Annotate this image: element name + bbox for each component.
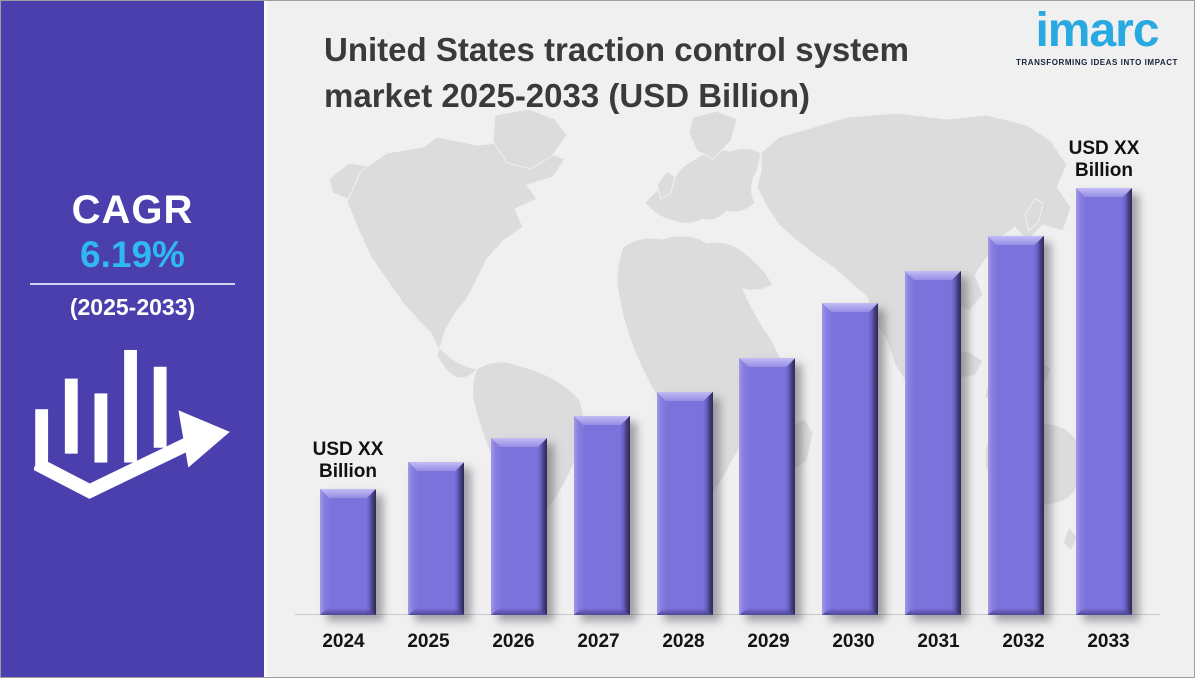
year-label-2030: 2030	[832, 631, 875, 652]
world-map-background	[328, 108, 1086, 555]
bars-plot: USD XX Billion USD XX Billion	[301, 55, 1151, 615]
year-label-2024: 2024	[322, 631, 365, 652]
value-label-2033: USD XX Billion	[1068, 138, 1140, 181]
bar-column-2030	[809, 303, 892, 615]
chart-title: United States traction control system ma…	[324, 27, 984, 119]
imarc-logo-tagline: TRANSFORMING IDEAS INTO IMPACT	[1016, 58, 1178, 67]
bar-2029	[739, 358, 796, 615]
year-label-2025: 2025	[407, 631, 450, 652]
cagr-label: CAGR	[71, 188, 194, 232]
bar-column-2029	[726, 358, 809, 615]
bar-column-2025	[395, 462, 478, 615]
chart-title-line2: market 2025-2033 (USD Billion)	[324, 77, 811, 114]
bar-column-2031	[892, 271, 975, 615]
bar-column-2028	[643, 392, 726, 615]
bar-column-2027	[561, 416, 644, 615]
year-label-2029: 2029	[747, 631, 790, 652]
growth-chart-arrow-icon	[33, 349, 230, 499]
bar-column-2024: USD XX Billion	[301, 439, 395, 615]
x-axis-labels: 2024 2025 2026 2027 2028 2029 2030 2031 2032 2033	[301, 631, 1151, 653]
bar-2026	[491, 438, 548, 615]
divider	[30, 283, 235, 285]
year-label-2032: 2032	[1002, 631, 1045, 652]
bar-2028	[656, 392, 713, 615]
chart-title-line1: United States traction control system	[324, 31, 909, 68]
year-label-2026: 2026	[492, 631, 535, 652]
imarc-logo-wordmark: imarc	[1035, 4, 1159, 57]
year-label-2033: 2033	[1087, 631, 1130, 652]
bar-2025	[408, 462, 465, 615]
bar-2031	[904, 271, 961, 615]
year-label-2031: 2031	[917, 631, 960, 652]
x-axis-baseline	[295, 614, 1160, 615]
chart-area: United States traction control system ma…	[270, 1, 1194, 677]
cagr-panel: CAGR 6.19% (2025-2033)	[1, 1, 267, 677]
bar-column-2032	[974, 236, 1057, 615]
cagr-value: 6.19%	[80, 234, 185, 275]
bar-2033	[1076, 188, 1132, 615]
year-label-2027: 2027	[577, 631, 620, 652]
year-label-2028: 2028	[662, 631, 705, 652]
bar-2032	[987, 236, 1044, 615]
bar-2027	[573, 416, 630, 615]
bar-column-2026	[478, 438, 561, 615]
bar-2024	[320, 489, 376, 615]
value-label-2024: USD XX Billion	[312, 439, 384, 482]
cagr-period: (2025-2033)	[69, 294, 196, 320]
bar-column-2033: USD XX Billion	[1057, 138, 1151, 615]
bar-2030	[822, 303, 879, 615]
imarc-logo: imarc TRANSFORMING IDEAS INTO IMPACT	[1012, 4, 1182, 68]
